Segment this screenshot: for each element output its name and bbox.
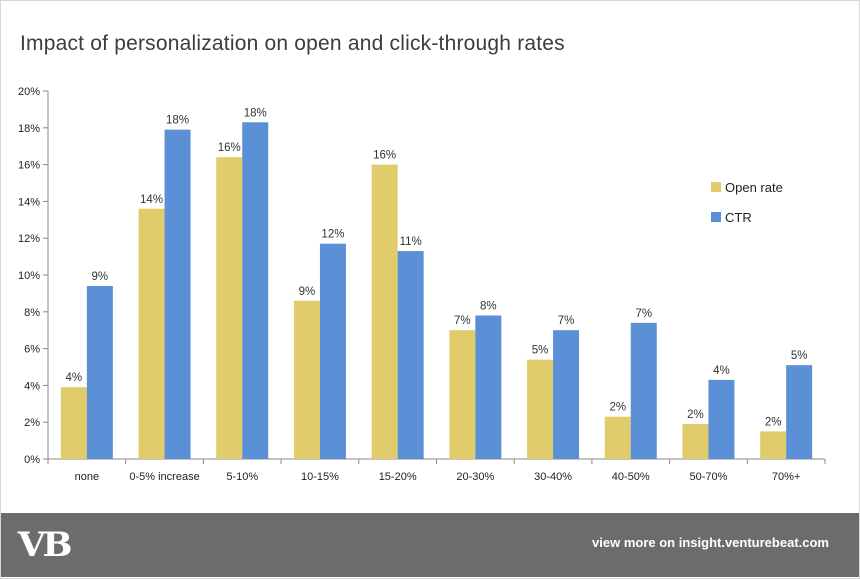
y-tick-label: 16%	[18, 160, 40, 172]
data-label-ctr: 11%	[400, 236, 422, 248]
x-tick-label: 30-40%	[534, 471, 572, 483]
y-tick-label: 20%	[18, 86, 40, 98]
bar-ctr	[786, 365, 813, 459]
x-tick-label: 5-10%	[226, 471, 258, 483]
bar-open-rate	[60, 387, 87, 459]
bar-open-rate	[216, 157, 243, 460]
bar-open-rate	[760, 431, 787, 459]
bar-ctr	[553, 330, 580, 459]
legend-label-open-rate: Open rate	[725, 180, 783, 195]
data-label-ctr: 5%	[791, 350, 808, 362]
bar-ctr	[164, 129, 191, 459]
data-label-open-rate: 2%	[765, 416, 782, 428]
legend-swatch-ctr	[711, 212, 721, 222]
data-label-open-rate: 7%	[454, 315, 471, 327]
legend-label-ctr: CTR	[725, 210, 752, 225]
bar-ctr	[397, 251, 424, 459]
x-tick-label: 40-50%	[612, 471, 650, 483]
x-tick-label: 20-30%	[456, 471, 494, 483]
data-label-ctr: 18%	[166, 115, 189, 127]
bar-open-rate	[293, 300, 320, 459]
x-tick-label: 15-20%	[379, 471, 417, 483]
x-tick-label: 10-15%	[301, 471, 339, 483]
bar-open-rate	[138, 208, 165, 459]
bar-open-rate	[371, 164, 398, 459]
bar-chart: 0% 2% 4% 6% 8% 10% 12% 14% 16% 18% 20% 4% 9% none 14% 1…	[18, 86, 826, 483]
y-tick-label: 12%	[18, 233, 40, 245]
legend: Open rate CTR	[711, 180, 783, 225]
y-tick-label: 8%	[24, 307, 40, 319]
data-label-open-rate: 14%	[140, 194, 163, 206]
data-label-ctr: 7%	[558, 315, 575, 327]
bar-ctr	[319, 243, 346, 459]
chart-title: Impact of personalization on open and cl…	[20, 32, 565, 55]
bar-ctr	[630, 322, 657, 459]
y-tick-label: 2%	[24, 417, 40, 429]
x-tick-label: 70%+	[772, 471, 800, 483]
data-label-ctr: 9%	[92, 271, 109, 283]
legend-swatch-open-rate	[711, 182, 721, 192]
bar-open-rate	[449, 330, 476, 459]
footer-link[interactable]: view more on insight.venturebeat.com	[592, 535, 829, 550]
vb-logo: VB	[17, 525, 73, 565]
bar-ctr	[86, 286, 113, 459]
data-label-ctr: 8%	[480, 300, 497, 312]
data-label-open-rate: 4%	[66, 372, 83, 384]
data-label-ctr: 7%	[635, 308, 652, 320]
y-tick-label: 4%	[24, 380, 40, 392]
data-label-ctr: 18%	[244, 107, 267, 119]
bar-ctr	[708, 379, 735, 459]
bar-open-rate	[682, 424, 709, 459]
data-label-open-rate: 2%	[609, 402, 626, 414]
x-tick-label: 0-5% increase	[129, 471, 199, 483]
bar-ctr	[475, 315, 502, 459]
x-tick-label: 50-70%	[689, 471, 727, 483]
bar-ctr	[242, 122, 269, 459]
bar-open-rate	[527, 359, 554, 459]
data-label-ctr: 12%	[321, 229, 344, 241]
x-tick-label: none	[75, 471, 99, 483]
data-label-open-rate: 9%	[299, 286, 316, 298]
data-label-open-rate: 16%	[218, 142, 241, 154]
footer-bar: VB view more on insight.venturebeat.com	[1, 513, 859, 577]
y-tick-label: 14%	[18, 196, 40, 208]
data-label-open-rate: 5%	[532, 345, 549, 357]
data-label-open-rate: 2%	[687, 409, 704, 421]
data-label-ctr: 4%	[713, 365, 730, 377]
y-tick-label: 6%	[24, 344, 40, 356]
y-tick-label: 18%	[18, 123, 40, 135]
data-label-open-rate: 16%	[373, 150, 396, 162]
bar-open-rate	[604, 416, 631, 459]
y-tick-label: 0%	[24, 454, 40, 466]
y-tick-label: 10%	[18, 270, 40, 282]
